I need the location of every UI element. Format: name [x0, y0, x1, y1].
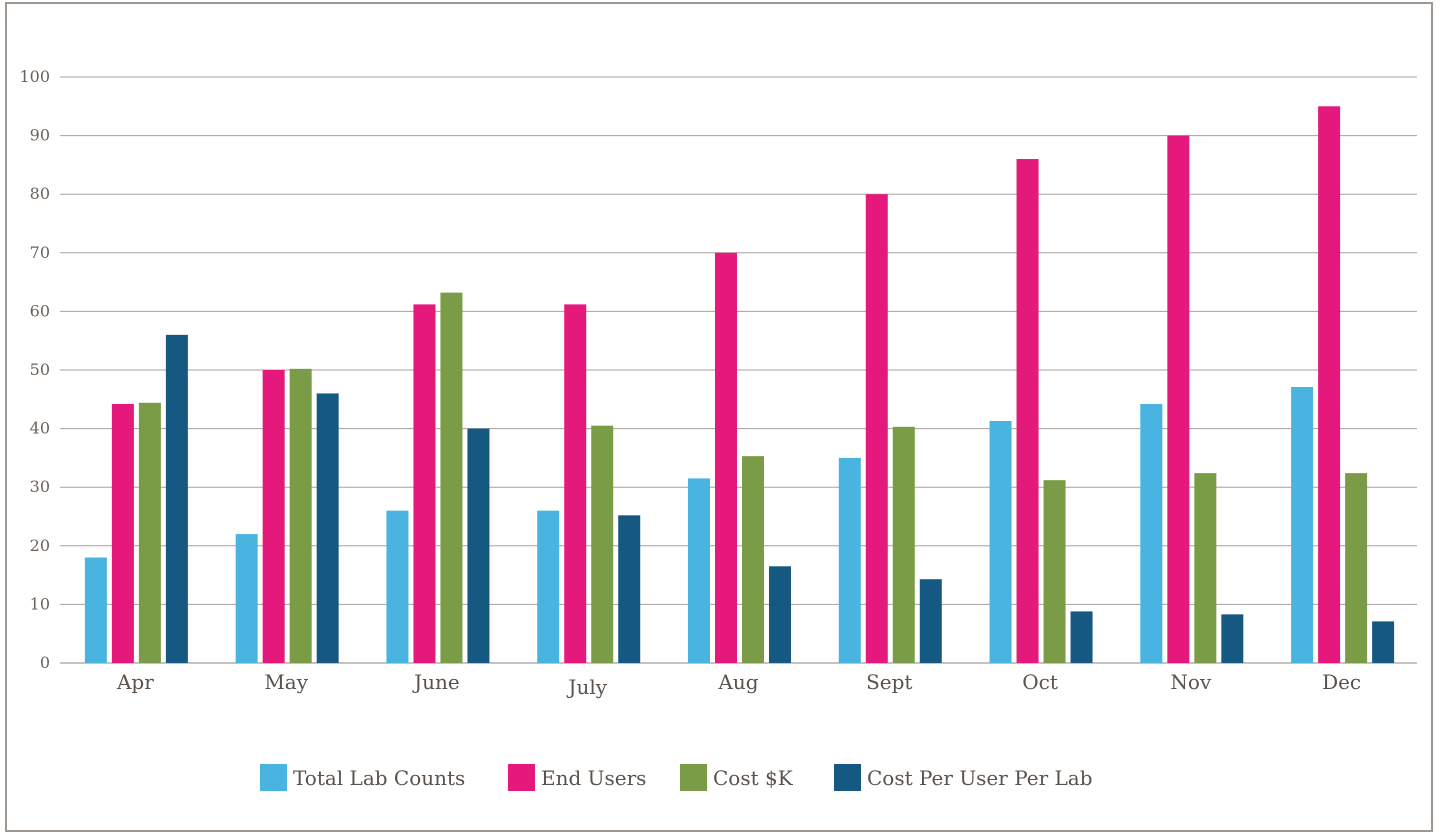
bar-oct-cost-per-user-per-lab: [1070, 611, 1093, 663]
bar-july-cost-k: [591, 425, 614, 663]
y-tick-label: 20: [30, 536, 50, 555]
y-tick-label: 40: [30, 419, 50, 438]
bar-june-end-users: [413, 304, 436, 663]
bar-aug-total-lab-counts: [688, 478, 710, 663]
bar-aug-end-users: [715, 252, 737, 664]
y-tick-label: 60: [30, 301, 50, 320]
category-label: Sept: [866, 670, 912, 694]
bar-oct-end-users: [1016, 159, 1039, 664]
legend-swatch: [508, 764, 535, 791]
bar-june-cost-k: [440, 292, 463, 663]
category-label: Nov: [1170, 670, 1212, 694]
bar-sept-total-lab-counts: [838, 457, 861, 663]
category-label: Oct: [1022, 670, 1058, 694]
bar-oct-total-lab-counts: [989, 420, 1012, 663]
bar-apr-cost-per-user-per-lab: [165, 334, 188, 663]
bar-july-total-lab-counts: [537, 510, 560, 663]
bar-may-cost-k: [289, 368, 312, 663]
bar-apr-end-users: [111, 403, 134, 663]
bar-nov-cost-k: [1194, 473, 1217, 663]
category-label: July: [566, 675, 607, 699]
category-label: May: [264, 670, 308, 694]
bar-dec-total-lab-counts: [1291, 386, 1314, 663]
category-labels: Apr May June July Aug Sept Oct Nov Dec: [116, 670, 1361, 699]
bar-nov-end-users: [1167, 135, 1190, 664]
bar-dec-cost-k: [1345, 473, 1368, 663]
category-label: June: [412, 670, 460, 694]
bars: [84, 106, 1395, 664]
bar-aug-cost-k: [742, 456, 764, 663]
y-tick-label: 70: [30, 243, 50, 262]
bar-dec-cost-per-user-per-lab: [1372, 621, 1395, 663]
legend-label: End Users: [541, 766, 646, 790]
category-label: Apr: [116, 670, 154, 694]
y-tick-label: 90: [30, 126, 50, 145]
bar-nov-total-lab-counts: [1140, 403, 1163, 663]
bar-sept-cost-k: [892, 426, 915, 663]
legend: Total Lab Counts End Users Cost $K Cost Per…: [260, 764, 1093, 791]
legend-swatch: [680, 764, 707, 791]
y-tick-label: 100: [19, 67, 50, 86]
bar-nov-cost-per-user-per-lab: [1221, 614, 1244, 663]
category-label: Dec: [1322, 670, 1361, 694]
bar-may-end-users: [262, 370, 285, 663]
y-tick-label: 30: [30, 477, 50, 496]
bar-june-total-lab-counts: [386, 510, 409, 663]
legend-label: Total Lab Counts: [293, 766, 465, 790]
bar-may-cost-per-user-per-lab: [316, 393, 339, 663]
bar-apr-cost-k: [138, 402, 161, 663]
y-axis-ticks: 0 10 20 30 40 50 60 70 80 90 100: [19, 67, 50, 672]
bar-aug-cost-per-user-per-lab: [769, 566, 791, 663]
bar-june-cost-per-user-per-lab: [467, 428, 490, 663]
legend-label: Cost Per User Per Lab: [867, 766, 1093, 790]
bar-sept-cost-per-user-per-lab: [919, 579, 942, 663]
legend-label: Cost $K: [713, 766, 794, 790]
bar-july-end-users: [564, 304, 587, 663]
category-label: Aug: [717, 670, 758, 694]
bar-sept-end-users: [865, 194, 888, 663]
y-tick-label: 50: [30, 360, 50, 379]
bar-may-total-lab-counts: [235, 534, 258, 663]
bar-apr-total-lab-counts: [84, 557, 107, 663]
bar-oct-cost-k: [1043, 480, 1066, 663]
grid-lines: [60, 76, 1417, 664]
legend-swatch: [834, 764, 861, 791]
bar-chart: 0 10 20 30 40 50 60 70 80 90 100 Apr May June July Aug…: [19, 67, 1417, 791]
legend-swatch: [260, 764, 287, 791]
y-tick-label: 10: [30, 594, 50, 613]
bar-july-cost-per-user-per-lab: [618, 515, 641, 663]
bar-dec-end-users: [1318, 106, 1341, 664]
y-tick-label: 0: [40, 653, 50, 672]
y-tick-label: 80: [30, 184, 50, 203]
